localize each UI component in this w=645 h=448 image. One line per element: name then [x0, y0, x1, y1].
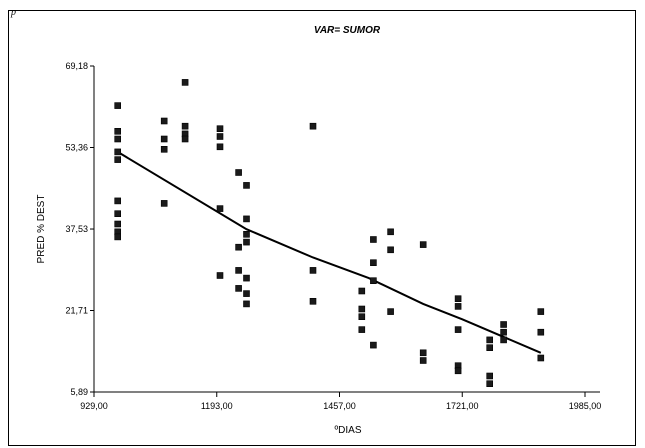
- data-point: [114, 156, 121, 163]
- data-point: [243, 274, 250, 282]
- x-tick-label: 1721,00: [446, 401, 479, 411]
- data-point: [370, 236, 377, 243]
- data-point: [243, 290, 250, 297]
- data-point: [216, 125, 224, 132]
- data-point: [216, 205, 224, 212]
- axes: [93, 66, 600, 393]
- data-point: [216, 272, 224, 279]
- data-point: [419, 241, 427, 248]
- data-point: [454, 295, 462, 303]
- data-point: [160, 200, 168, 207]
- data-point: [235, 285, 242, 292]
- data-point: [114, 233, 121, 241]
- x-tick-label: 929,00: [80, 401, 108, 411]
- data-point: [235, 243, 242, 251]
- data-point: [160, 135, 168, 143]
- x-tick-label: 1985,00: [569, 401, 602, 411]
- data-point: [309, 267, 317, 274]
- data-point: [454, 303, 462, 310]
- data-point: [500, 321, 507, 328]
- y-tick-label: 53,36: [65, 142, 88, 152]
- data-point: [114, 148, 121, 156]
- data-point: [243, 231, 250, 238]
- points-layer: [114, 79, 545, 388]
- data-point: [160, 117, 168, 125]
- data-point: [358, 326, 366, 333]
- data-point: [537, 308, 545, 315]
- data-point: [387, 228, 394, 236]
- data-point: [419, 349, 427, 357]
- data-point: [500, 336, 507, 344]
- data-point: [243, 300, 250, 308]
- data-point: [114, 210, 121, 217]
- data-point: [243, 215, 250, 223]
- data-point: [370, 259, 377, 267]
- trend-line: [117, 151, 542, 354]
- x-tick-label: 1193,00: [201, 401, 233, 411]
- data-point: [358, 287, 366, 295]
- corner-mark: p: [11, 7, 16, 18]
- y-ticks: 5,89 21,71 37,53 53,36 69,18: [65, 61, 94, 397]
- y-tick-label: 5,89: [70, 387, 88, 397]
- data-point: [419, 357, 427, 364]
- data-point: [114, 128, 121, 135]
- data-point: [114, 135, 121, 143]
- data-point: [454, 326, 462, 333]
- data-point: [181, 135, 189, 143]
- data-point: [235, 169, 242, 176]
- data-point: [235, 267, 242, 274]
- data-point: [358, 313, 366, 321]
- data-point: [486, 372, 494, 380]
- y-tick-label: 21,71: [65, 306, 88, 316]
- data-point: [114, 220, 121, 228]
- data-point: [486, 344, 494, 352]
- data-point: [537, 328, 545, 336]
- data-point: [243, 238, 250, 246]
- x-axis-title: ºDIAS: [335, 425, 362, 436]
- data-point: [387, 246, 394, 254]
- data-point: [181, 122, 189, 130]
- data-point: [454, 367, 462, 375]
- y-tick-label: 69,18: [65, 61, 88, 71]
- data-point: [216, 143, 224, 151]
- data-point: [370, 341, 377, 349]
- y-axis-title: PRED % DEST: [36, 195, 47, 264]
- data-point: [500, 328, 507, 336]
- y-tick-label: 37,53: [65, 224, 88, 234]
- x-tick-label: 1457,00: [323, 401, 356, 411]
- data-point: [160, 146, 168, 153]
- data-point: [358, 305, 366, 313]
- data-point: [114, 102, 121, 109]
- figure-frame: p: [8, 7, 636, 446]
- fit-line-layer: [117, 151, 542, 354]
- data-point: [309, 297, 317, 305]
- data-point: [243, 182, 250, 189]
- data-point: [114, 197, 121, 205]
- data-point: [486, 336, 494, 344]
- chart-title: VAR= SUMOR: [314, 25, 381, 36]
- data-point: [370, 277, 377, 285]
- data-point: [537, 354, 545, 362]
- x-ticks: 929,00 1193,00 1457,00 1721,00 1985,00: [80, 392, 601, 411]
- data-point: [387, 308, 394, 315]
- data-point: [309, 122, 317, 130]
- data-point: [181, 79, 189, 86]
- data-point: [486, 380, 494, 388]
- data-point: [216, 133, 224, 140]
